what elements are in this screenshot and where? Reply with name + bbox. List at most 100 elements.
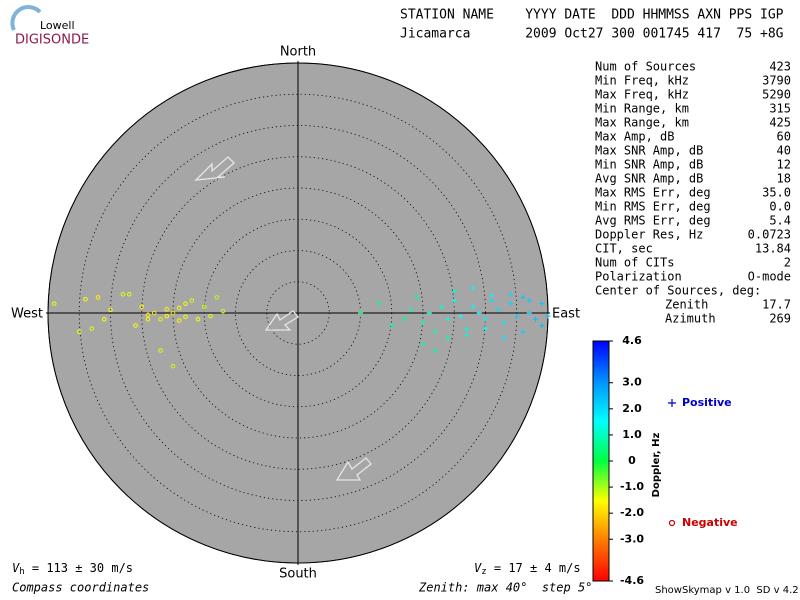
- source-point: [95, 295, 101, 300]
- source-point: [358, 310, 363, 316]
- source-point: [183, 314, 188, 320]
- source-point: [426, 310, 432, 316]
- colorbar-tick-label: -1.0: [620, 480, 644, 493]
- stat-label: Min Range, km: [595, 102, 689, 116]
- source-point: [451, 298, 457, 303]
- source-point: [83, 296, 88, 302]
- source-point: [189, 298, 195, 303]
- stat-label: CIT, sec: [595, 242, 653, 256]
- colorbar: [592, 340, 610, 582]
- colorbar-tick-label: 0: [628, 454, 636, 467]
- arrow: [335, 457, 372, 481]
- source-point: [433, 329, 438, 335]
- stat-value: 0.0: [769, 200, 791, 214]
- header-line: STATION NAME YYYY DATE DDD HHMMSS AXN PP…: [400, 8, 784, 23]
- stat-label: Avg RMS Err, deg: [595, 214, 711, 228]
- stat-label: Max Freq, kHz: [595, 88, 689, 102]
- source-point: [389, 323, 395, 328]
- source-point: [420, 341, 426, 347]
- source-point: [545, 313, 551, 319]
- stat-label: Center of Sources, deg:: [595, 284, 761, 298]
- source-point: [489, 293, 495, 298]
- version: ShowSkymap v 1.0 SD v 4.2: [655, 585, 799, 596]
- source-point: [476, 310, 482, 316]
- source-point: [501, 335, 507, 341]
- stat-value: 5290: [762, 88, 791, 102]
- stat-label: Min RMS Err, deg: [595, 200, 711, 214]
- colorbar-tick-label: 1.0: [622, 428, 642, 441]
- source-point: [483, 316, 488, 322]
- source-point: [533, 316, 538, 322]
- header-line: Jicamarca 2009 Oct27 300 001745 417 75 +…: [400, 27, 784, 42]
- legend-marker: [668, 399, 676, 407]
- source-point: [164, 306, 170, 312]
- source-point: [158, 316, 163, 322]
- stat-label: Max Amp, dB: [595, 130, 674, 144]
- logo: Lowell DIGISONDE: [10, 5, 89, 48]
- arrow: [264, 310, 299, 331]
- vz-sub: z: [481, 567, 486, 577]
- colorbar-tick-label: -4.6: [620, 574, 644, 587]
- logo-swoosh: [10, 5, 42, 31]
- logo-top: Lowell: [40, 19, 75, 32]
- stat-label: Doppler Res, Hz: [595, 228, 703, 242]
- source-point: [151, 310, 157, 316]
- source-point: [89, 326, 95, 331]
- stat-label: Min SNR Amp, dB: [595, 158, 703, 172]
- source-point: [514, 313, 520, 319]
- source-point: [170, 363, 176, 369]
- source-point: [464, 326, 470, 332]
- stat-value: 269: [769, 312, 791, 326]
- colorbar-tick-label: 2.0: [622, 402, 642, 415]
- stat-value: 40: [777, 144, 791, 158]
- stat-label: Max Range, km: [595, 116, 689, 130]
- source-point: [495, 307, 501, 313]
- plot: [46, 61, 551, 565]
- direction-label: West: [11, 307, 43, 322]
- stat-label: Polarization: [595, 270, 682, 284]
- stat-value: 13.84: [755, 242, 791, 256]
- stat-value: 35.0: [762, 186, 791, 200]
- source-point: [520, 329, 526, 335]
- stat-value: 0.0723: [748, 228, 791, 242]
- stat-label: Avg SNR Amp, dB: [595, 172, 703, 186]
- source-point: [501, 319, 507, 325]
- stat-label: Max SNR Amp, dB: [595, 144, 703, 158]
- zenith-note: Zenith: max 40° step 5°: [418, 581, 592, 595]
- vh-label: Vh = 113 ± 30 m/s: [12, 561, 133, 577]
- vh-text: = 113 ± 30 m/s: [25, 561, 133, 575]
- stat-label: Num of Sources: [595, 60, 696, 74]
- source-point: [408, 307, 413, 313]
- source-point: [214, 295, 220, 300]
- source-point: [539, 323, 545, 328]
- vz-sym: V: [474, 561, 482, 575]
- vh-sym: V: [12, 561, 20, 575]
- source-point: [401, 316, 407, 322]
- source-point: [445, 316, 451, 322]
- direction-label: East: [552, 307, 580, 322]
- direction-label: North: [280, 45, 316, 60]
- stat-value: 18: [777, 172, 791, 186]
- vh-sub: h: [19, 567, 24, 577]
- source-point: [470, 304, 476, 310]
- source-point: [489, 298, 495, 303]
- source-point: [464, 332, 470, 338]
- stat-label: Min Freq, kHz: [595, 74, 689, 88]
- colorbar-title: Doppler, Hz: [651, 433, 662, 498]
- source-point: [458, 313, 463, 319]
- source-point: [420, 319, 426, 325]
- stat-value: 60: [777, 130, 791, 144]
- source-point: [539, 301, 545, 307]
- source-point: [208, 313, 213, 319]
- source-point: [451, 288, 457, 294]
- source-point: [101, 316, 107, 322]
- stat-value: 423: [769, 60, 791, 74]
- source-point: [145, 316, 151, 322]
- stat-value: 5.4: [769, 214, 791, 228]
- source-point: [120, 291, 126, 297]
- source-point: [51, 301, 57, 306]
- source-point: [76, 329, 82, 335]
- stat-label: Zenith: [665, 298, 708, 312]
- source-point: [433, 348, 438, 353]
